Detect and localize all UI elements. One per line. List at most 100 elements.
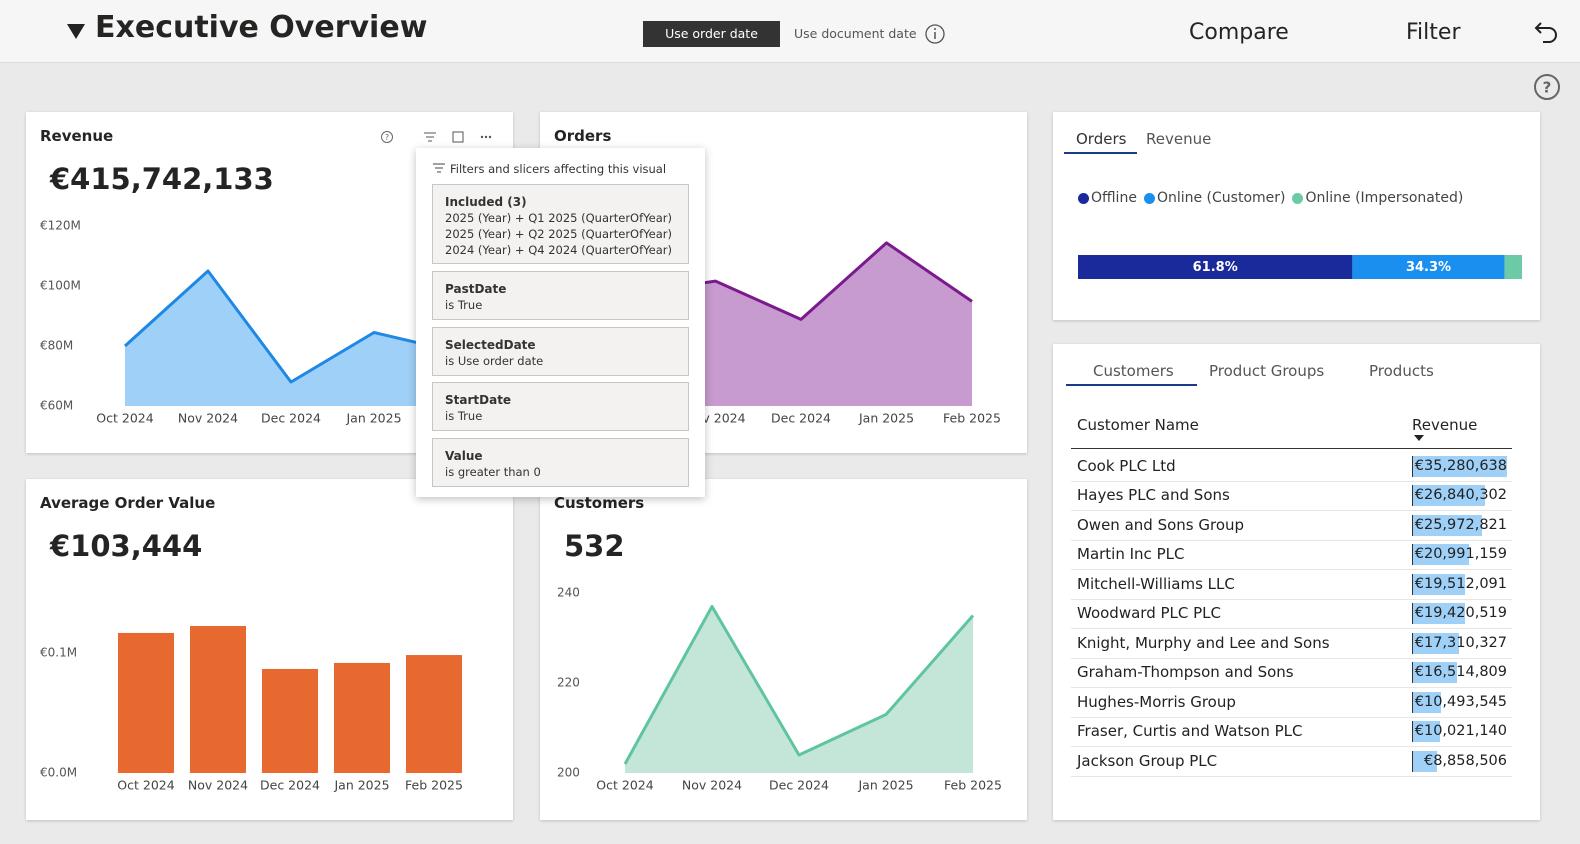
revenue-value: €10,021,140 [1414, 723, 1507, 740]
legend-label: Online (Impersonated) [1305, 190, 1464, 206]
y-tick-label: €100M [40, 279, 81, 293]
table-row: Graham-Thompson and Sons €16,514,809 [1071, 658, 1512, 689]
filter-name: Value [445, 449, 483, 463]
chart: €0.0M €0.1M Oct 2024 Nov 2024 Dec 2024 Jan 20… [40, 626, 463, 793]
collapse-icon[interactable] [66, 22, 86, 40]
x-tick-label: Feb 2025 [944, 778, 1002, 793]
bar [334, 662, 390, 773]
x-tick-label: Nov 2024 [178, 411, 238, 426]
customer-name: Hughes-Morris Group [1077, 692, 1236, 711]
x-tick-label: Dec 2024 [769, 778, 829, 793]
customer-name: Owen and Sons Group [1077, 515, 1245, 534]
svg-text:?: ? [1543, 79, 1552, 97]
x-tick-label: Dec 2024 [261, 411, 321, 426]
table-row: Woodward PLC PLC €19,420,519 [1071, 599, 1512, 630]
filter-condition: 2025 (Year) + Q1 2025 (QuarterOfYear) [445, 211, 672, 225]
data-label: 61.8% [1193, 260, 1238, 275]
tab-underline [1064, 152, 1137, 154]
bar-segment [1078, 255, 1353, 279]
legend-swatch [1143, 192, 1155, 204]
tab-underline [1066, 384, 1197, 386]
legend-label: Offline [1091, 190, 1137, 206]
revenue-bar [1412, 662, 1457, 684]
tab[interactable]: Revenue [1146, 130, 1212, 148]
x-tick-label: Nov 2024 [188, 778, 248, 793]
revenue-bar [1412, 721, 1440, 743]
revenue-value: €35,280,638 [1414, 458, 1507, 474]
filter-condition: is greater than 0 [445, 465, 541, 479]
line [123, 269, 458, 384]
filter-button[interactable]: Filter [1406, 20, 1461, 45]
revenue-bar [1412, 603, 1465, 625]
toggle-inactive[interactable]: Use document date [794, 26, 917, 41]
legend-item: Online (Customer) [1143, 190, 1286, 206]
revenue-bar [1412, 632, 1460, 654]
legend-item: Online (Impersonated) [1292, 190, 1463, 206]
card-title: Customers [554, 494, 645, 512]
page-title: Executive Overview [95, 10, 428, 45]
table-row: Knight, Murphy and Lee and Sons €17,310,3… [1071, 629, 1512, 659]
kpi-value: €415,742,133 [50, 162, 274, 196]
column-header[interactable]: Customer Name [1077, 416, 1199, 434]
filter-condition: is True [445, 409, 483, 423]
kpi-value: 532 [564, 529, 625, 563]
header-rule [1071, 448, 1512, 449]
bar-segment [1504, 255, 1522, 279]
tab[interactable]: Products [1369, 362, 1434, 380]
revenue-value: €17,310,327 [1414, 634, 1507, 651]
tab[interactable]: Product Groups [1209, 362, 1325, 380]
bar [406, 655, 462, 773]
filter-icon [433, 163, 445, 173]
revenue-value: €19,512,091 [1414, 575, 1507, 592]
card-title: Average Order Value [40, 494, 216, 512]
tab-active[interactable]: Orders [1076, 130, 1127, 148]
undo-icon[interactable] [1533, 18, 1561, 46]
y-tick-label: €0.1M [40, 646, 77, 660]
table-row: Hayes PLC and Sons €26,840,302 [1071, 481, 1512, 512]
revenue-bar [1412, 573, 1465, 595]
popup-title: Filters and slicers affecting this visua… [450, 162, 667, 176]
x-tick-label: Feb 2025 [405, 778, 463, 793]
visual-header-icons[interactable]: ? [376, 127, 500, 147]
customer-name: Graham-Thompson and Sons [1077, 663, 1294, 682]
table-row: Fraser, Curtis and Watson PLC €10,021,140 [1071, 717, 1512, 748]
toggle-active[interactable]: Use order date [643, 21, 780, 47]
y-tick-label: €120M [40, 219, 81, 233]
channel-card: Orders Revenue Offline Online (Customer) O… [1053, 112, 1540, 320]
legend-item: Offline [1078, 190, 1137, 206]
filter-item: SelectedDate is Use order date [432, 327, 689, 376]
table-card: Customers Product Groups Products Custom… [1053, 344, 1540, 820]
customer-name: Martin Inc PLC [1077, 545, 1185, 564]
x-tick-label: Jan 2025 [345, 411, 401, 426]
card-title: Orders [554, 127, 612, 145]
filter-item: PastDate is True [432, 271, 689, 320]
info-icon[interactable] [924, 23, 946, 45]
y-tick-label: 240 [557, 586, 580, 600]
x-tick-label: Oct 2024 [96, 411, 153, 426]
aov-card: Average Order Value €103,444 €0.0M €0.1M O… [26, 479, 513, 820]
filter-name: PastDate [445, 282, 507, 296]
revenue-value: €16,514,809 [1414, 664, 1507, 681]
help-icon[interactable]: ? [1533, 73, 1561, 101]
x-tick-label: Dec 2024 [260, 778, 320, 793]
kpi-value: €103,444 [50, 529, 203, 563]
tab-active[interactable]: Customers [1093, 362, 1174, 380]
y-tick-label: €80M [40, 339, 73, 353]
table-row: Cook PLC Ltd €35,280,638 [1071, 452, 1512, 482]
customer-name: Fraser, Curtis and Watson PLC [1077, 722, 1303, 741]
filter-name: Included (3) [445, 195, 527, 209]
revenue-value: €26,840,302 [1414, 487, 1507, 504]
sort-icon [1414, 435, 1424, 441]
customer-name: Hayes PLC and Sons [1077, 486, 1230, 505]
svg-text:?: ? [385, 133, 389, 142]
legend: Offline Online (Customer) Online (Imperson… [1078, 190, 1463, 206]
legend-label: Online (Customer) [1156, 190, 1286, 206]
compare-button[interactable]: Compare [1189, 20, 1289, 45]
customer-name: Jackson Group PLC [1077, 751, 1218, 770]
revenue-bar [1412, 456, 1507, 477]
column-header[interactable]: Revenue [1412, 416, 1478, 434]
revenue-value: €10,493,545 [1414, 693, 1507, 710]
bar [118, 632, 174, 773]
revenue-value: €8,858,506 [1423, 752, 1507, 769]
